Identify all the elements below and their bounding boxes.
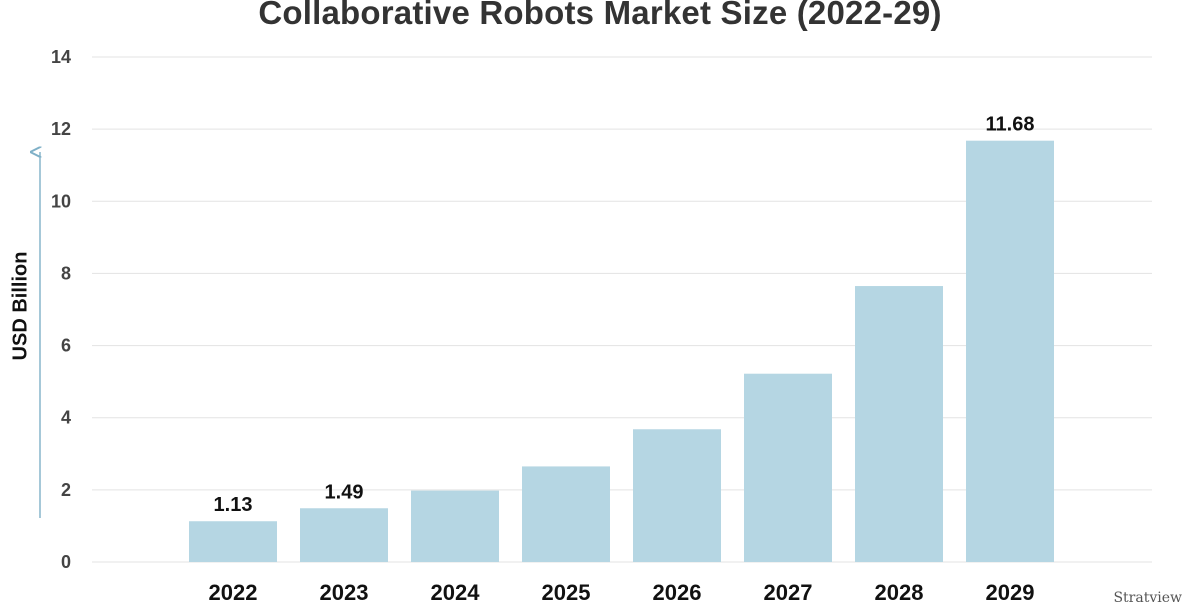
y-tick-label: 10: [51, 191, 71, 211]
y-tick-label: 2: [61, 480, 71, 500]
bar-2027: [744, 373, 832, 562]
y-tick-label: 0: [61, 552, 71, 572]
x-tick-label-2027: 2027: [764, 580, 813, 600]
bar-2025: [522, 466, 610, 562]
bar-2026: [633, 429, 721, 562]
x-tick-label-2026: 2026: [653, 580, 702, 600]
bar-2028: [855, 286, 943, 562]
x-tick-label-2022: 2022: [209, 580, 258, 600]
x-tick-label-2029: 2029: [986, 580, 1035, 600]
x-tick-label-2024: 2024: [431, 580, 481, 600]
data-label-2023: 1.49: [325, 481, 364, 503]
y-tick-label: 8: [61, 263, 71, 283]
x-tick-label-2028: 2028: [875, 580, 924, 600]
y-tick-label: 12: [51, 119, 71, 139]
x-tick-label-2025: 2025: [542, 580, 591, 600]
y-tick-label: 4: [61, 408, 71, 428]
bar-2022: [189, 521, 277, 562]
y-tick-label: 6: [61, 336, 71, 356]
data-label-2022: 1.13: [214, 494, 253, 516]
brand-logo: Stratview: [1113, 590, 1182, 606]
bar-2024: [411, 490, 499, 562]
x-tick-label-2023: 2023: [320, 580, 369, 600]
chart-title: Collaborative Robots Market Size (2022-2…: [258, 0, 942, 31]
bar-2023: [300, 508, 388, 562]
data-label-2029: 11.68: [986, 114, 1035, 136]
bar-2029: [966, 140, 1054, 562]
y-tick-label: 14: [51, 47, 71, 67]
